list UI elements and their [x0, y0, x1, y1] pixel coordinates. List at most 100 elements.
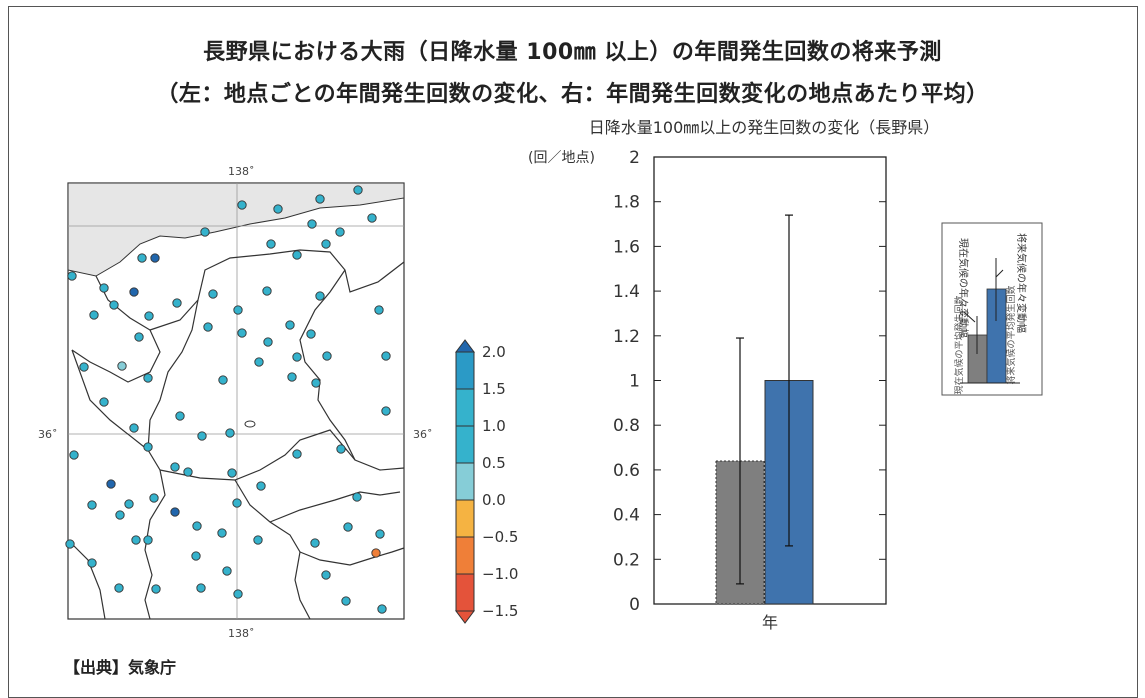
station-marker: [117, 361, 127, 371]
y-tick-label: 1.2: [613, 327, 640, 347]
colorbar-bottom-arrow: [455, 610, 475, 624]
station-marker: [237, 200, 247, 210]
station-marker: [254, 357, 264, 367]
station-marker: [151, 584, 161, 594]
station-markers: [65, 185, 391, 614]
station-marker: [183, 467, 193, 477]
station-marker: [69, 450, 79, 460]
legend-label-current-mean: 現在気候の平均発生回数: [953, 295, 965, 394]
station-marker: [233, 305, 243, 315]
station-marker: [131, 535, 141, 545]
lat-label-right: 36˚: [413, 428, 433, 441]
station-marker: [137, 253, 147, 263]
station-marker: [196, 583, 206, 593]
station-marker: [237, 328, 247, 338]
station-marker: [79, 362, 89, 372]
station-marker: [150, 253, 160, 263]
lat-label-left: 36˚: [38, 428, 58, 441]
station-marker: [263, 337, 273, 347]
station-marker: [262, 286, 272, 296]
figure-subtitle: （左：地点ごとの年間発生回数の変化、右：年間発生回数変化の地点あたり平均）: [156, 82, 989, 107]
station-marker: [367, 213, 377, 223]
legend-label-future-var: 将来気候の年々変動幅: [1015, 233, 1028, 333]
colorbar-labels: 2.0 1.5 1.0 0.5 0.0 −0.5 −1.0 −1.5: [482, 343, 518, 620]
y-tick-label: 1: [629, 372, 640, 392]
station-marker: [89, 310, 99, 320]
station-marker: [192, 521, 202, 531]
region-boundaries: [67, 249, 405, 620]
colorbar-bin-0_0-0_5: [455, 462, 475, 501]
y-tick-label: 0.8: [613, 416, 640, 436]
station-marker: [322, 351, 332, 361]
station-marker: [306, 329, 316, 339]
station-marker: [172, 298, 182, 308]
station-marker: [292, 449, 302, 459]
station-marker: [217, 528, 227, 538]
station-marker: [99, 283, 109, 293]
station-marker: [374, 305, 384, 315]
station-marker: [343, 522, 353, 532]
station-marker: [134, 332, 144, 342]
station-marker: [311, 378, 321, 388]
station-marker: [310, 538, 320, 548]
station-marker: [115, 510, 125, 520]
station-marker: [371, 548, 381, 558]
station-marker: [381, 406, 391, 416]
station-marker: [170, 507, 180, 517]
station-marker: [129, 287, 139, 297]
y-tick-label: 0.2: [613, 550, 640, 570]
source-note: 【出典】気象庁: [64, 658, 177, 677]
station-marker: [124, 499, 134, 509]
bar-chart: 日降水量100㎜以上の発生回数の変化（長野県） (回／地点) 0 0.2 0.4 0.…: [528, 118, 1043, 632]
bars: [715, 214, 814, 605]
station-marker: [256, 481, 266, 491]
station-marker: [375, 529, 385, 539]
station-marker: [67, 271, 77, 281]
station-marker: [353, 185, 363, 195]
y-tick-label: 1.8: [613, 193, 640, 213]
station-marker: [222, 566, 232, 576]
y-unit-label: (回／地点): [528, 150, 595, 166]
station-marker: [149, 493, 159, 503]
station-marker: [341, 596, 351, 606]
colorbar-label: 1.0: [482, 417, 506, 435]
station-marker: [266, 239, 276, 249]
lon-label-top: 138˚: [228, 165, 255, 178]
legend-label-current-var: 現在気候の年々変動幅: [957, 238, 970, 338]
colorbar-top-arrow: [455, 339, 475, 353]
station-marker: [109, 300, 119, 310]
colorbar-label: −0.5: [482, 528, 518, 546]
station-marker: [200, 227, 210, 237]
colorbar-label: −1.5: [482, 602, 518, 620]
station-marker: [203, 322, 213, 332]
station-marker: [65, 539, 75, 549]
y-tick-label: 1.6: [613, 237, 640, 257]
lake: [244, 420, 256, 428]
colorbar-bin-1_0-1_5: [455, 388, 475, 427]
station-marker: [352, 492, 362, 502]
lon-label-bottom: 138˚: [228, 627, 255, 640]
station-marker: [143, 373, 153, 383]
station-marker: [232, 498, 242, 508]
colorbar-bin-0_5-1_0: [455, 425, 475, 464]
y-tick-label: 0.6: [613, 461, 640, 481]
colorbar-label: −1.0: [482, 565, 518, 583]
colorbar-label: 1.5: [482, 380, 506, 398]
station-marker: [143, 535, 153, 545]
station-marker: [129, 423, 139, 433]
station-marker: [87, 558, 97, 568]
station-marker: [253, 535, 263, 545]
station-marker: [381, 351, 391, 361]
station-marker: [227, 468, 237, 478]
station-marker: [377, 604, 387, 614]
y-tick-label: 0.4: [613, 506, 640, 526]
station-marker: [170, 462, 180, 472]
y-axis-ticks: 0 0.2 0.4 0.6 0.8 1 1.2 1.4 1.6 1.8 2: [613, 148, 886, 615]
station-marker: [233, 589, 243, 599]
colorbar-label: 2.0: [482, 343, 506, 361]
colorbar-bin-neg0_5-0_0: [455, 499, 475, 538]
station-marker: [106, 479, 116, 489]
station-marker: [315, 194, 325, 204]
colorbar-label: 0.5: [482, 454, 506, 472]
station-marker: [114, 583, 124, 593]
